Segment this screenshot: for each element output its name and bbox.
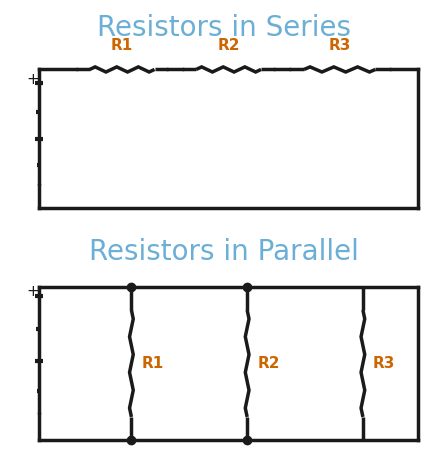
Text: R3: R3: [328, 38, 351, 53]
Text: R1: R1: [142, 356, 164, 371]
Text: R2: R2: [217, 38, 240, 53]
Text: R3: R3: [373, 356, 396, 371]
Text: Resistors in Series: Resistors in Series: [97, 14, 351, 42]
Text: +: +: [26, 72, 39, 87]
Text: Resistors in Parallel: Resistors in Parallel: [89, 238, 359, 266]
Text: R1: R1: [111, 38, 133, 53]
Text: +: +: [26, 284, 39, 299]
Text: R2: R2: [257, 356, 280, 371]
